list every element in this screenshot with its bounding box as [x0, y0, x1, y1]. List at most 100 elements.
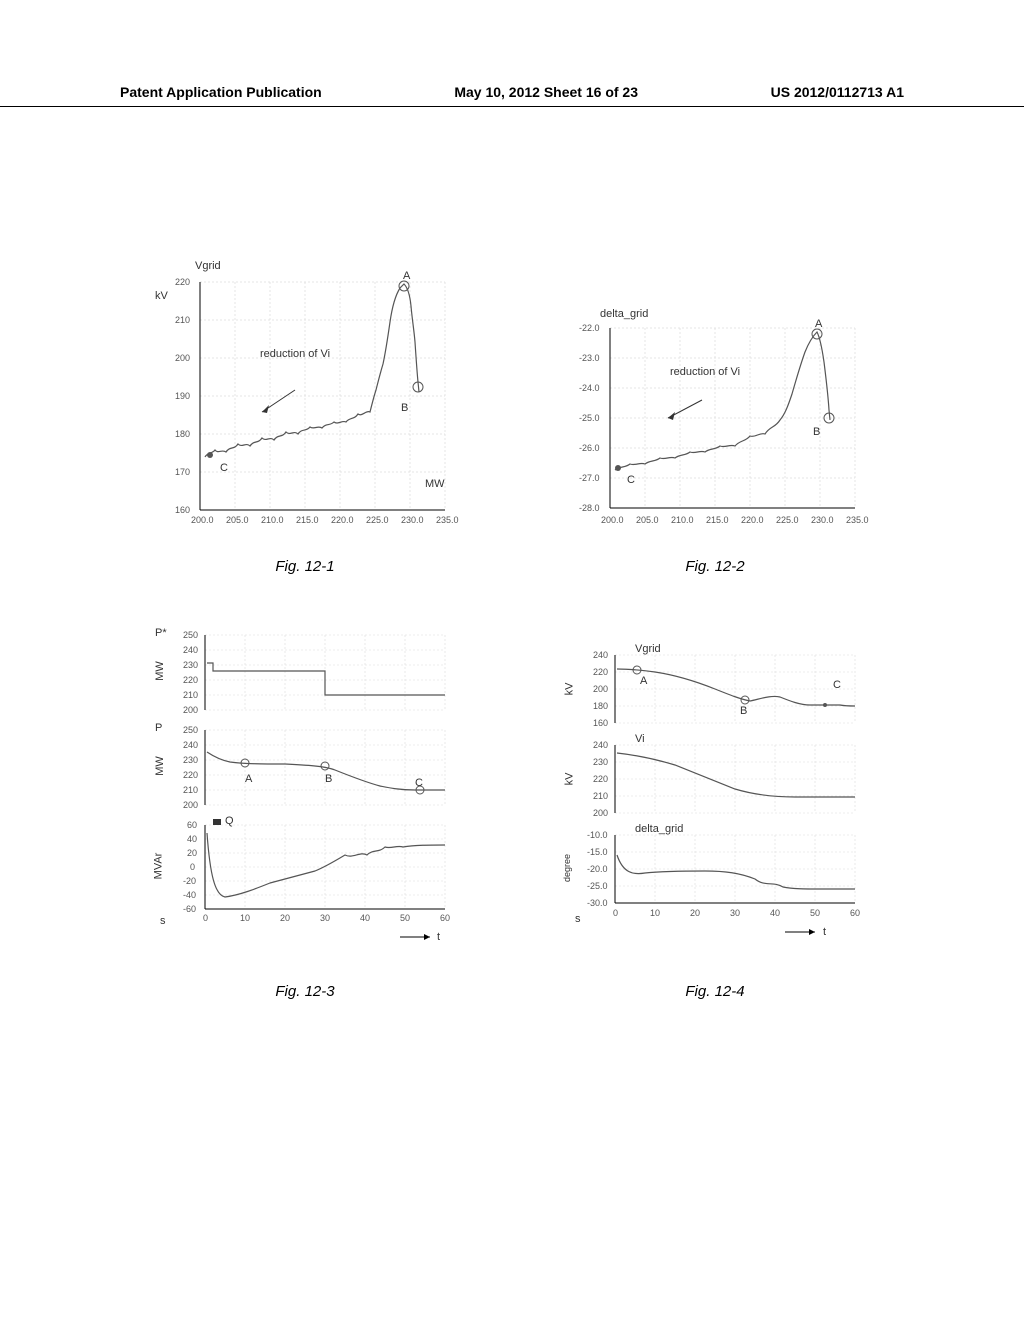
fig-12-1-ytick-0: 160 — [175, 505, 190, 515]
fig-12-1: Vgrid kV MW reduction of Vi A B C 160 17… — [120, 260, 490, 575]
fig-12-4-xarrow-label: t — [823, 926, 826, 938]
fig-12-3-chart: P* MW P MW MVAr Q s t A B C 200 210 220 … — [135, 625, 475, 965]
fig-12-3-point-b: B — [325, 773, 332, 785]
fig-12-4-s1-yt0: 160 — [593, 718, 608, 728]
fig-12-2-ytick-3: -25.0 — [579, 413, 600, 423]
fig-12-3-s1-yt2: 220 — [183, 675, 198, 685]
fig-12-4-xunit: s — [575, 913, 581, 925]
fig-12-4-s1-yt4: 240 — [593, 650, 608, 660]
fig-12-4-sub3-label: delta_grid — [635, 823, 683, 835]
fig-12-2-xtick-3: 215.0 — [706, 515, 729, 525]
fig-12-1-ytick-6: 220 — [175, 277, 190, 287]
fig-12-1-xtick-2: 210.0 — [261, 515, 284, 525]
fig-12-4: Vgrid kV Vi kV delta_grid degree s t A B… — [530, 625, 900, 1000]
fig-12-3-caption: Fig. 12-3 — [275, 983, 334, 1000]
fig-12-1-point-c: C — [220, 462, 228, 474]
fig-12-4-s1-yt2: 200 — [593, 684, 608, 694]
fig-12-3-sub3-unit: MVAr — [152, 853, 164, 880]
fig-12-3-s2-yt5: 250 — [183, 725, 198, 735]
fig-12-3-sub2-unit: MW — [154, 756, 166, 776]
fig-12-4-s2-yt2: 220 — [593, 774, 608, 784]
fig-12-2-ytick-2: -26.0 — [579, 443, 600, 453]
fig-12-2-ytick-6: -22.0 — [579, 323, 600, 333]
fig-12-2: delta_grid reduction of Vi A B C -28.0 -… — [530, 260, 900, 575]
fig-12-4-point-b: B — [740, 705, 747, 717]
fig-12-3-point-a: A — [245, 773, 252, 785]
fig-12-2-xtick-0: 200.0 — [601, 515, 624, 525]
fig-12-1-xunit: MW — [425, 478, 445, 490]
fig-12-3-s1-yt4: 240 — [183, 645, 198, 655]
fig-12-3-sub1-unit: MW — [154, 661, 166, 681]
fig-12-2-xtick-7: 235.0 — [846, 515, 869, 525]
fig-12-4-sub2-unit: kV — [563, 773, 575, 786]
fig-12-3-s3-yt0: -60 — [183, 904, 196, 914]
fig-12-4-s2-yt3: 230 — [593, 757, 608, 767]
fig-12-3-s2-yt0: 200 — [183, 800, 198, 810]
fig-12-3-s1-yt3: 230 — [183, 660, 198, 670]
fig-12-2-point-a: A — [815, 318, 822, 330]
fig-12-3-point-c: C — [415, 777, 423, 789]
fig-12-4-sub3-unit: degree — [562, 854, 572, 882]
header-left: Patent Application Publication — [120, 84, 322, 100]
fig-12-3-xt1: 10 — [240, 913, 250, 923]
fig-12-1-ytick-5: 210 — [175, 315, 190, 325]
fig-12-4-sub1-label: Vgrid — [635, 643, 661, 655]
fig-12-3-xt4: 40 — [360, 913, 370, 923]
fig-12-2-xtick-5: 225.0 — [776, 515, 799, 525]
fig-12-3-s3-yt2: -20 — [183, 876, 196, 886]
fig-12-1-ytick-3: 190 — [175, 391, 190, 401]
fig-12-1-yunit: kV — [155, 290, 168, 302]
fig-12-2-xtick-4: 220.0 — [741, 515, 764, 525]
fig-12-1-point-b: B — [401, 402, 408, 414]
fig-12-2-svg — [555, 310, 875, 540]
fig-12-4-xt0: 0 — [613, 908, 618, 918]
fig-12-4-chart: Vgrid kV Vi kV delta_grid degree s t A B… — [545, 645, 885, 965]
fig-12-3-s2-yt1: 210 — [183, 785, 198, 795]
fig-12-3-s3-yt3: 0 — [190, 862, 195, 872]
fig-12-3-xt3: 30 — [320, 913, 330, 923]
fig-12-4-point-a: A — [640, 675, 647, 687]
fig-12-4-s3-yt1: -25.0 — [587, 881, 608, 891]
fig-12-4-s1-yt3: 220 — [593, 667, 608, 677]
fig-12-1-xtick-3: 215.0 — [296, 515, 319, 525]
fig-12-2-ytick-1: -27.0 — [579, 473, 600, 483]
fig-12-4-s3-yt2: -20.0 — [587, 864, 608, 874]
fig-12-1-ytick-2: 180 — [175, 429, 190, 439]
fig-12-3-xunit: s — [160, 915, 166, 927]
fig-12-3-s1-yt1: 210 — [183, 690, 198, 700]
fig-12-2-xtick-6: 230.0 — [811, 515, 834, 525]
fig-12-4-xt6: 60 — [850, 908, 860, 918]
fig-12-2-ytick-0: -28.0 — [579, 503, 600, 513]
fig-row-2: P* MW P MW MVAr Q s t A B C 200 210 220 … — [120, 625, 900, 1000]
fig-12-1-xtick-7: 235.0 — [436, 515, 459, 525]
fig-12-4-s2-yt4: 240 — [593, 740, 608, 750]
fig-12-1-title: Vgrid — [195, 260, 221, 272]
fig-12-3-s1-yt0: 200 — [183, 705, 198, 715]
fig-12-4-s2-yt0: 200 — [593, 808, 608, 818]
fig-12-1-xtick-5: 225.0 — [366, 515, 389, 525]
fig-12-1-xtick-4: 220.0 — [331, 515, 354, 525]
fig-12-3-s2-yt3: 230 — [183, 755, 198, 765]
fig-12-3: P* MW P MW MVAr Q s t A B C 200 210 220 … — [120, 625, 490, 1000]
fig-12-3-s3-yt1: -40 — [183, 890, 196, 900]
fig-12-1-xtick-1: 205.0 — [226, 515, 249, 525]
fig-12-1-ytick-4: 200 — [175, 353, 190, 363]
fig-12-3-sub2-label: P — [155, 722, 162, 734]
fig-row-1: Vgrid kV MW reduction of Vi A B C 160 17… — [120, 260, 900, 575]
fig-12-2-xtick-1: 205.0 — [636, 515, 659, 525]
fig-12-3-s2-yt2: 220 — [183, 770, 198, 780]
fig-12-4-point-c: C — [833, 679, 841, 691]
fig-12-3-sub1-label: P* — [155, 627, 167, 639]
fig-12-4-caption: Fig. 12-4 — [685, 983, 744, 1000]
fig-12-4-xt2: 20 — [690, 908, 700, 918]
fig-12-3-s3-yt4: 20 — [187, 848, 197, 858]
fig-12-4-xt5: 50 — [810, 908, 820, 918]
fig-12-2-annotation: reduction of Vi — [670, 366, 740, 378]
fig-12-4-xt3: 30 — [730, 908, 740, 918]
fig-12-3-xt6: 60 — [440, 913, 450, 923]
fig-12-2-ytick-5: -23.0 — [579, 353, 600, 363]
fig-12-1-point-a: A — [403, 270, 410, 282]
header-center: May 10, 2012 Sheet 16 of 23 — [454, 84, 638, 100]
fig-12-3-xt5: 50 — [400, 913, 410, 923]
fig-12-1-xtick-0: 200.0 — [191, 515, 214, 525]
